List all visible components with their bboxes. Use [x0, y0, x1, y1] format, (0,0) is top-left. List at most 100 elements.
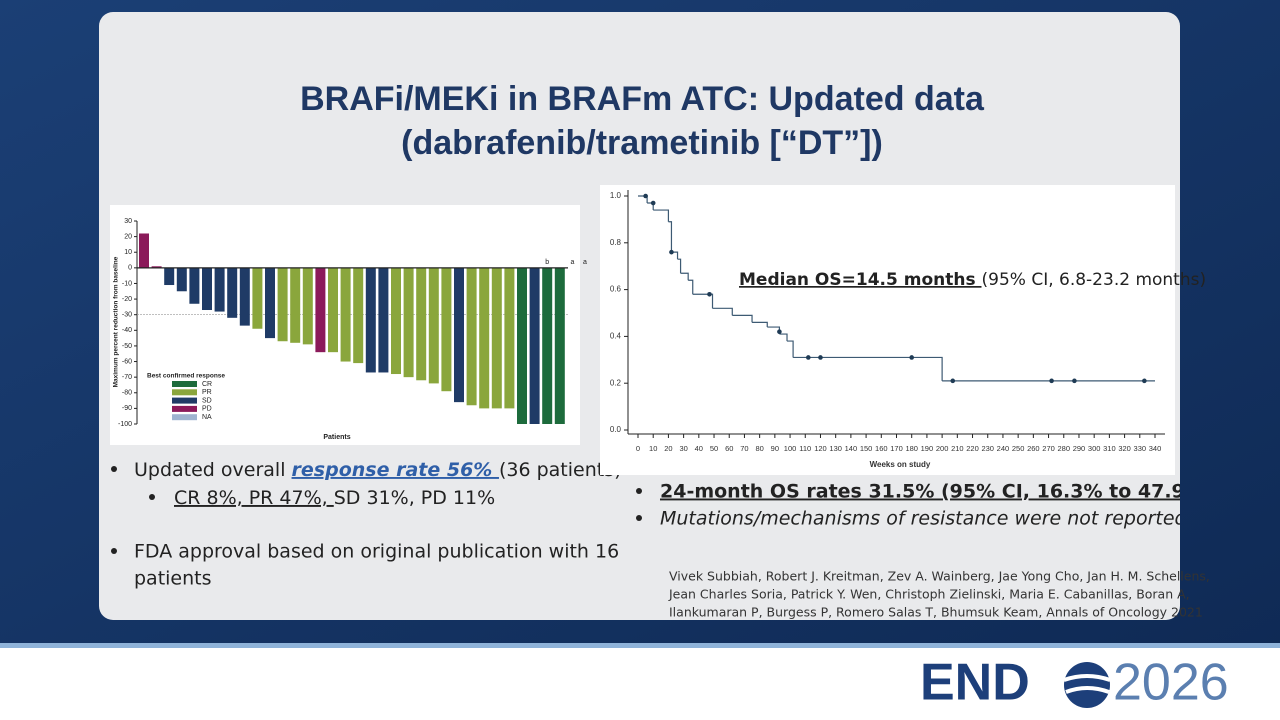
clip: 24-month OS rates 31.5% (95% CI, 16.3% t…: [636, 481, 1188, 530]
y-tick-label: -70: [122, 374, 132, 381]
link[interactable]: response rate 56%: [292, 459, 499, 481]
bar: [176, 267, 187, 292]
bar: [504, 267, 515, 409]
y-tick-label: 0.8: [610, 238, 622, 247]
text: (36 patients): [499, 459, 622, 481]
survival-step: [787, 340, 794, 358]
bullet-text: CR 8%, PR 47%, SD 31%, PD 11%: [174, 487, 495, 509]
x-tick-label: 340: [1149, 444, 1162, 453]
y-tick-label: -80: [122, 390, 132, 397]
x-tick-label: 210: [951, 444, 964, 453]
x-tick-label: 20: [664, 444, 672, 453]
x-tick-label: 240: [997, 444, 1010, 453]
bar: [517, 267, 527, 424]
y-tick-label: -10: [122, 280, 132, 287]
censor-mark: [806, 355, 811, 360]
x-tick-label: 0: [636, 444, 640, 453]
annotation: Median OS=14.5 months (95% CI, 6.8-23.2 …: [739, 270, 1206, 290]
x-tick-label: 90: [771, 444, 779, 453]
x-tick-label: 230: [981, 444, 994, 453]
bar: [139, 233, 149, 268]
legend-label: CR: [202, 381, 212, 388]
x-tick-label: 250: [1012, 444, 1025, 453]
annotation-rest: (95% CI, 6.8-23.2 months): [982, 270, 1207, 290]
x-tick-label: 150: [860, 444, 873, 453]
text: Updated overall: [134, 459, 292, 481]
bar: [428, 267, 439, 384]
x-tick-label: 260: [1027, 444, 1040, 453]
y-tick-label: 0.0: [610, 425, 622, 434]
bar: [265, 267, 275, 339]
censor-mark: [669, 249, 674, 255]
survival-step: [692, 293, 714, 309]
survival-step: [793, 356, 943, 381]
censor-mark: [950, 378, 956, 384]
bar-note: a: [583, 259, 587, 266]
x-tick-label: 310: [1103, 444, 1116, 453]
y-tick-label: 30: [124, 218, 132, 225]
bullet: [111, 466, 117, 472]
bar: [416, 267, 427, 381]
chart-bg: [600, 185, 1175, 475]
x-tick-label: 320: [1118, 444, 1131, 453]
legend-swatch: [172, 381, 197, 387]
y-tick-label: 20: [124, 233, 132, 240]
censor-mark: [777, 329, 782, 335]
bar: [290, 267, 301, 343]
logo-text: 2026: [1113, 654, 1229, 712]
y-tick-label: -40: [122, 327, 132, 334]
bar: [315, 267, 326, 353]
logo-globe-lines: [1063, 674, 1111, 694]
x-tick-label: 30: [679, 444, 687, 453]
y-tick-label: -60: [122, 358, 132, 365]
survival-step: [712, 307, 733, 316]
censor-mark: [1049, 378, 1054, 384]
bullet-text: FDA approval based on original publicati…: [134, 541, 619, 563]
bar: [403, 267, 414, 378]
bar: [252, 267, 263, 329]
bar: [466, 267, 477, 406]
censor-mark: [1142, 378, 1147, 384]
y-tick-label: 0.6: [610, 285, 622, 294]
title: BRAFi/MEKi in BRAFm ATC: Updated data: [300, 80, 985, 118]
y-tick-label: 0.2: [610, 378, 622, 387]
y-tick-label: -20: [122, 296, 132, 303]
x-tick-label: 50: [710, 444, 718, 453]
bullet-text: Updated overall response rate 56% (36 pa…: [134, 459, 622, 481]
bar: [151, 266, 162, 268]
x-tick-label: 40: [695, 444, 703, 453]
x-tick-label: 60: [725, 444, 733, 453]
y-tick-label: 0.4: [610, 332, 622, 341]
legend-swatch: [172, 405, 197, 412]
logo-text: END: [920, 654, 1030, 712]
x-tick-label: 120: [814, 444, 827, 453]
bar-note: a: [570, 259, 574, 266]
bar: [328, 267, 338, 353]
bar: [529, 267, 540, 424]
bar: [277, 267, 288, 342]
logo-globe: [1064, 662, 1110, 708]
bullet: [149, 494, 155, 500]
y-axis-label: Maximum percent reduction from baseline: [113, 256, 120, 387]
censor-mark: [643, 193, 648, 199]
y-tick-label: 0: [128, 265, 132, 272]
citation: Ilankumaran P, Burgess P, Romero Salas T…: [669, 605, 1203, 620]
bar: [214, 267, 225, 312]
survival-step: [668, 221, 673, 253]
x-tick-label: 70: [740, 444, 748, 453]
legend-swatch: [172, 397, 197, 404]
x-axis-label: Patients: [323, 434, 350, 441]
survival-step: [752, 321, 768, 328]
x-tick-label: 190: [921, 444, 934, 453]
bar: [554, 267, 565, 424]
bullet-text: Mutations/mechanisms of resistance were …: [660, 508, 1188, 530]
x-tick-label: 160: [875, 444, 888, 453]
x-tick-label: 80: [755, 444, 763, 453]
y-tick-label: 10: [124, 249, 132, 256]
censor-mark: [707, 291, 712, 297]
legend-title: Best confirmed response: [147, 373, 225, 380]
survival-step: [680, 272, 689, 281]
x-tick-label: 270: [1042, 444, 1055, 453]
bar: [378, 267, 389, 373]
